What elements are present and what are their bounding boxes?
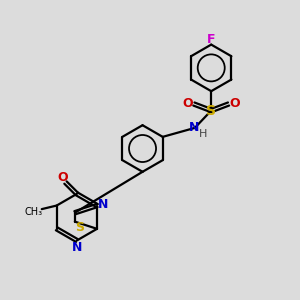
Text: H: H bbox=[199, 130, 207, 140]
Text: O: O bbox=[57, 171, 68, 184]
Text: S: S bbox=[206, 103, 216, 118]
Text: N: N bbox=[188, 121, 199, 134]
Text: CH₃: CH₃ bbox=[24, 206, 42, 217]
Text: N: N bbox=[72, 241, 82, 254]
Text: O: O bbox=[183, 97, 193, 110]
Text: O: O bbox=[229, 97, 240, 110]
Text: F: F bbox=[207, 33, 215, 46]
Text: N: N bbox=[98, 197, 108, 211]
Text: S: S bbox=[75, 220, 84, 233]
